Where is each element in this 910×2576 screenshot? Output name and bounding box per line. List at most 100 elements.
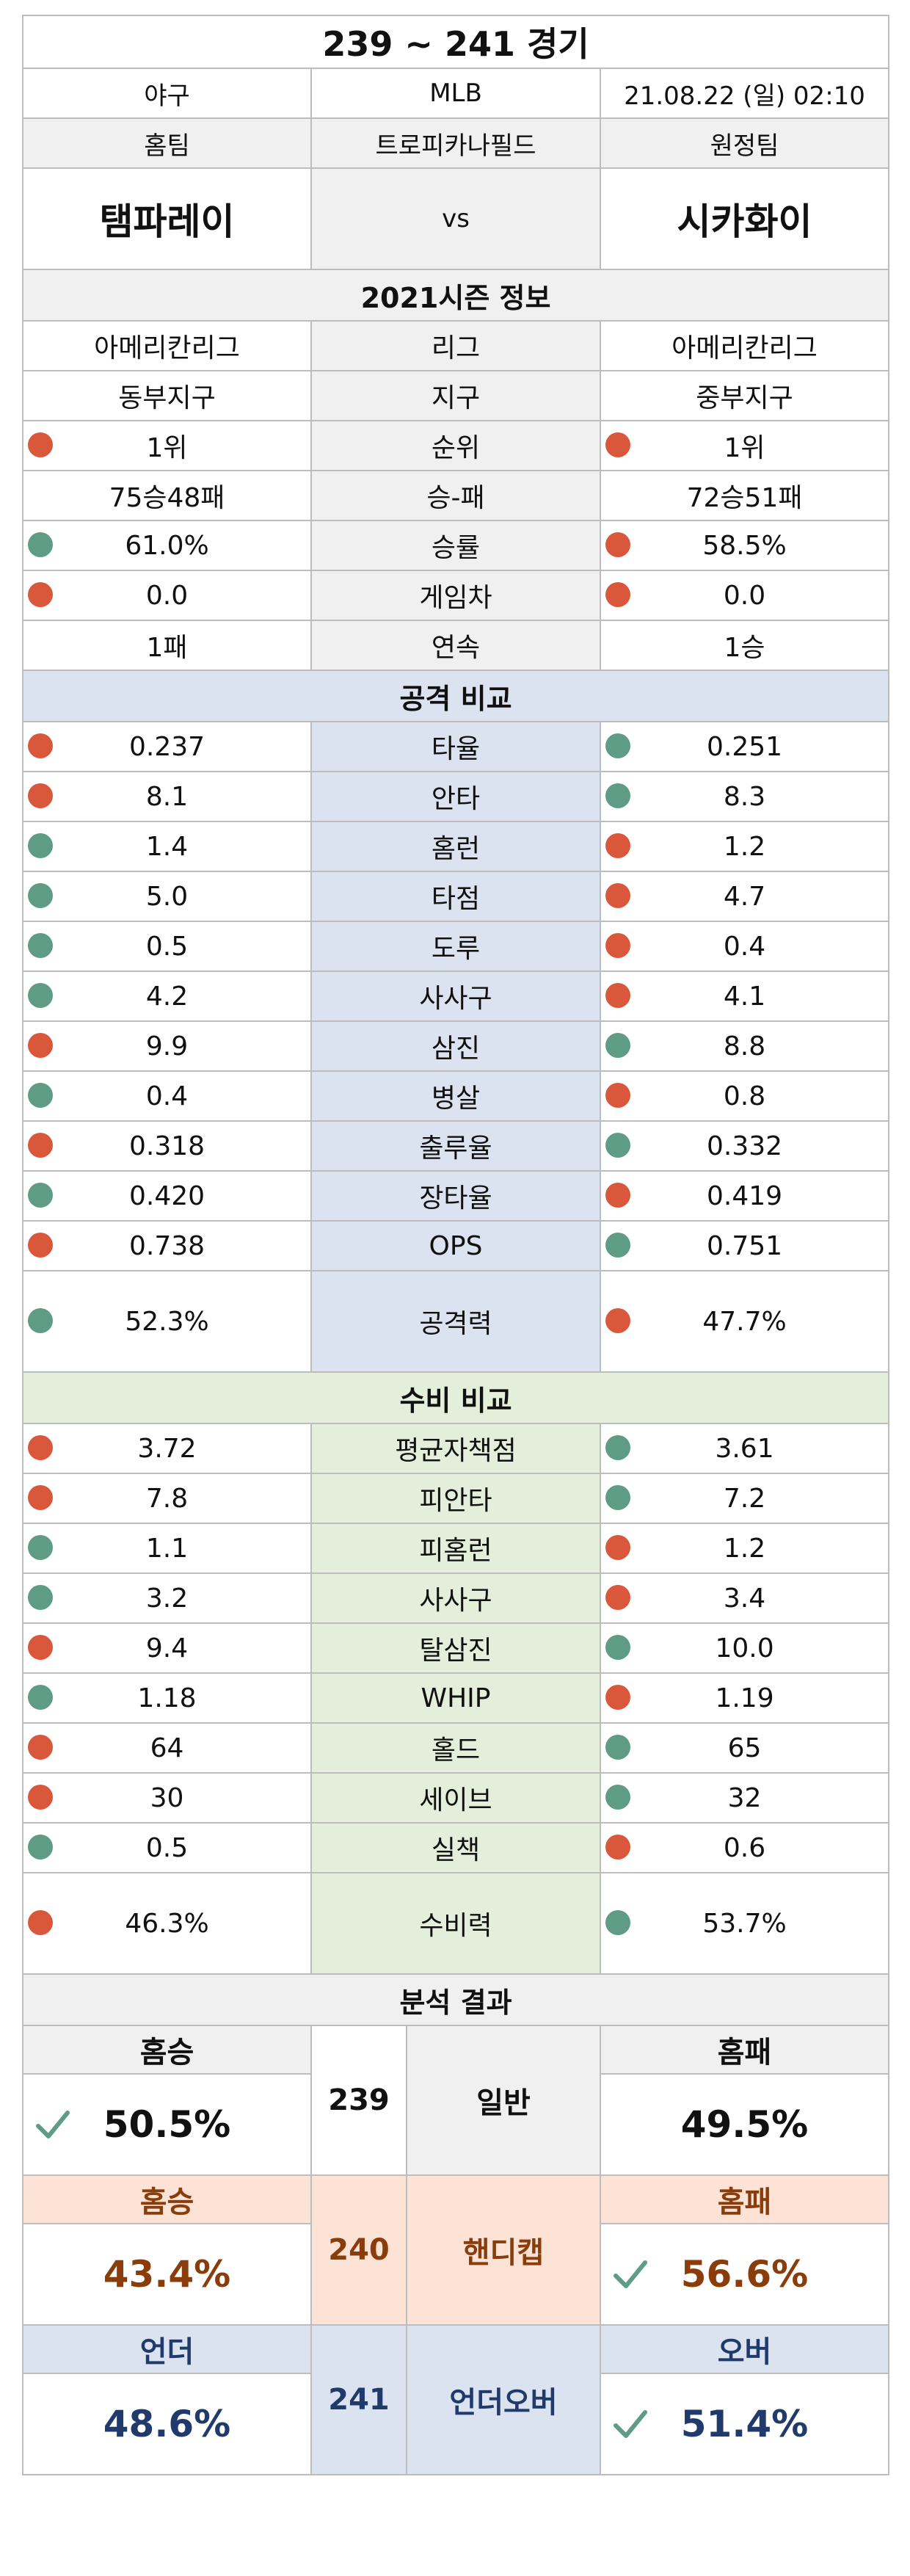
defense-home-value: 30 [150, 1782, 184, 1813]
red-dot-icon [605, 1685, 630, 1710]
green-dot-icon [28, 532, 53, 557]
attack-away-value-cell: 4.1 [599, 970, 890, 1022]
attack-home-value: 0.4 [145, 1081, 189, 1111]
season-row: 75승48패 승-패 72승51패 [22, 470, 890, 521]
green-dot-icon [28, 883, 53, 908]
season-home-value-cell: 0.0 [22, 570, 312, 621]
attack-row-label: 타점 [310, 871, 601, 922]
attack-row: 1.4 홈런 1.2 [22, 821, 890, 872]
defense-row-label: 수비력 [310, 1872, 601, 1975]
season-row-label: 승률 [310, 520, 601, 571]
defense-away-value-cell: 0.6 [599, 1822, 890, 1873]
defense-away-value: 1.2 [723, 1533, 766, 1564]
defense-away-value: 3.4 [723, 1583, 766, 1614]
green-dot-icon [605, 1485, 630, 1510]
defense-home-value-cell: 3.72 [22, 1423, 312, 1474]
attack-row: 4.2 사사구 4.1 [22, 970, 890, 1022]
home-team-name: 탬파레이 [22, 167, 312, 270]
attack-home-value-cell: 52.3% [22, 1270, 312, 1373]
general-game-number: 239 [310, 2025, 407, 2176]
defense-home-value: 1.18 [137, 1683, 197, 1713]
attack-home-value-cell: 0.4 [22, 1070, 312, 1122]
handicap-game-number: 240 [310, 2174, 407, 2326]
red-dot-icon [605, 432, 630, 457]
green-dot-icon [28, 1183, 53, 1208]
handicap-away-pct-cell: 56.6% [599, 2223, 890, 2326]
defense-home-value: 46.3% [125, 1908, 209, 1939]
green-dot-icon [28, 983, 53, 1008]
general-away-pct: 49.5% [680, 2103, 809, 2146]
defense-away-value-cell: 65 [599, 1722, 890, 1774]
red-dot-icon [28, 1233, 53, 1258]
attack-away-value-cell: 0.751 [599, 1220, 890, 1271]
season-home-value-cell: 61.0% [22, 520, 312, 571]
attack-away-value: 0.8 [723, 1081, 766, 1111]
attack-home-value: 4.2 [145, 981, 189, 1012]
green-dot-icon [28, 1083, 53, 1108]
underover-away-pct-cell: 51.4% [599, 2373, 890, 2475]
result-table: 분석 결과 홈승 239 일반 홈패 50.5% 49.5% 홈승 240 핸디… [21, 1973, 890, 2475]
attack-home-value: 0.420 [128, 1180, 205, 1211]
attack-away-value: 1.2 [723, 831, 766, 862]
defense-away-value-cell: 1.19 [599, 1672, 890, 1724]
attack-row-label: 도루 [310, 921, 601, 972]
season-row: 0.0 게임차 0.0 [22, 570, 890, 621]
green-dot-icon [605, 733, 630, 758]
defense-row-label: 사사구 [310, 1572, 601, 1624]
red-dot-icon [28, 582, 53, 607]
attack-rows: 0.237 타율 0.251 8.1 안타 8.3 1.4 홈런 1.2 5.0 타점 4.7 0.5 도… [22, 721, 890, 1373]
season-away-value: 0.0 [723, 580, 766, 611]
match-analysis-sheet: 239 ~ 241 경기 야구 MLB 21.08.22 (일) 02:10 홈… [21, 15, 890, 2475]
attack-row: 0.420 장타율 0.419 [22, 1170, 890, 1222]
defense-home-value-cell: 1.18 [22, 1672, 312, 1724]
defense-home-value: 9.4 [145, 1633, 189, 1663]
underover-home-pct: 48.6% [103, 2403, 231, 2445]
defense-away-value: 3.61 [715, 1433, 774, 1464]
defense-away-value: 53.7% [702, 1908, 787, 1939]
attack-away-value-cell: 4.7 [599, 871, 890, 922]
defense-home-value: 7.8 [145, 1483, 189, 1514]
defense-away-value: 65 [727, 1733, 762, 1763]
defense-row-label: 홀드 [310, 1722, 601, 1774]
season-home-value-cell: 1위 [22, 420, 312, 471]
season-home-value: 동부지구 [118, 383, 216, 413]
season-home-value: 1패 [146, 633, 188, 663]
attack-home-value-cell: 0.738 [22, 1220, 312, 1271]
general-away-head: 홈패 [599, 2025, 890, 2075]
defense-away-value-cell: 53.7% [599, 1872, 890, 1975]
defense-away-value: 32 [727, 1782, 762, 1813]
defense-home-value-cell: 9.4 [22, 1622, 312, 1674]
season-home-value-cell: 아메리칸리그 [22, 320, 312, 371]
red-dot-icon [605, 582, 630, 607]
attack-home-value-cell: 0.318 [22, 1120, 312, 1172]
defense-away-value-cell: 3.4 [599, 1572, 890, 1624]
general-label: 일반 [406, 2025, 601, 2176]
red-dot-icon [28, 432, 53, 457]
away-team-name: 시카화이 [599, 167, 890, 270]
green-dot-icon [605, 1133, 630, 1158]
defense-away-value: 10.0 [715, 1633, 774, 1663]
underover-game-number: 241 [310, 2324, 407, 2475]
attack-row-label: 홈런 [310, 821, 601, 872]
attack-section-title: 공격 비교 [21, 670, 890, 722]
attack-home-value: 0.5 [145, 931, 189, 962]
attack-away-value: 0.332 [706, 1131, 783, 1161]
red-dot-icon [605, 983, 630, 1008]
attack-home-value: 9.9 [145, 1031, 189, 1062]
red-dot-icon [605, 532, 630, 557]
handicap-away-head: 홈패 [599, 2174, 890, 2224]
attack-row: 0.237 타율 0.251 [22, 721, 890, 772]
season-away-value-cell: 1승 [599, 620, 890, 671]
defense-row: 46.3% 수비력 53.7% [22, 1872, 890, 1975]
season-away-value: 1승 [724, 633, 765, 663]
attack-away-value: 0.4 [723, 931, 766, 962]
underover-away-head: 오버 [599, 2324, 890, 2374]
attack-away-value-cell: 0.4 [599, 921, 890, 972]
defense-home-value: 1.1 [145, 1533, 189, 1564]
season-home-value: 아메리칸리그 [94, 333, 240, 363]
red-dot-icon [605, 883, 630, 908]
defense-home-value-cell: 0.5 [22, 1822, 312, 1873]
red-dot-icon [605, 833, 630, 858]
attack-row: 52.3% 공격력 47.7% [22, 1270, 890, 1373]
season-away-value-cell: 72승51패 [599, 470, 890, 521]
